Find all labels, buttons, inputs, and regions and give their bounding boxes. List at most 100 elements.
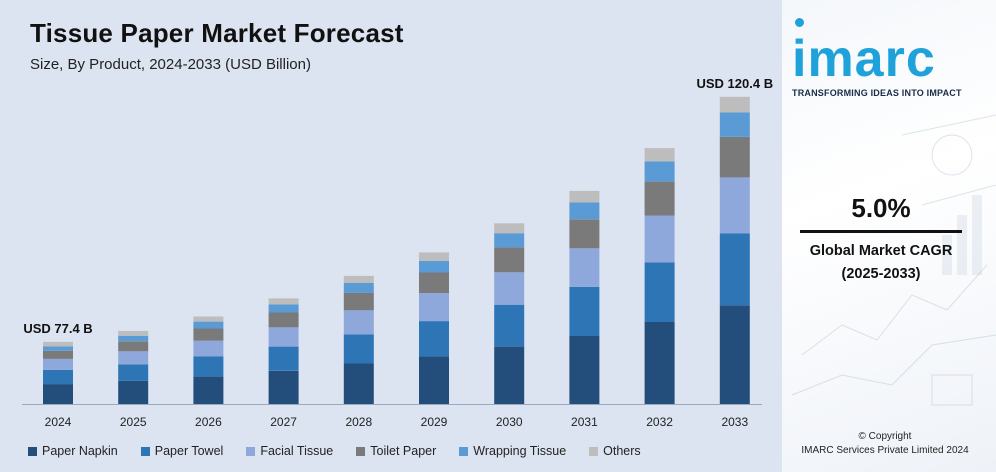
legend-item-toilet-paper: Toilet Paper <box>356 444 436 458</box>
cagr-label-line1: Global Market CAGR <box>809 243 953 259</box>
bar-segment-wrapping-tissue-2031 <box>569 202 600 220</box>
bars-layer <box>43 96 750 404</box>
legend-label: Paper Napkin <box>42 444 118 458</box>
x-tick-label: 2026 <box>195 415 222 429</box>
bar-segment-others-2033 <box>719 96 750 113</box>
x-tick-label: 2029 <box>421 415 448 429</box>
bar-segment-toilet-paper-2030 <box>494 247 525 273</box>
bar-segment-paper-towel-2027 <box>268 346 299 371</box>
bar-segment-paper-napkin-2030 <box>494 346 525 404</box>
bar-segment-wrapping-tissue-2030 <box>494 233 525 248</box>
bar-segment-others-2032 <box>644 148 675 162</box>
bar-segment-wrapping-tissue-2028 <box>343 283 374 293</box>
bar-segment-paper-towel-2028 <box>343 334 374 364</box>
logo-dot-icon <box>795 18 804 27</box>
bar-segment-paper-towel-2029 <box>419 321 449 357</box>
bar-segment-paper-towel-2025 <box>118 364 149 381</box>
legend-swatch <box>28 446 37 456</box>
legend-item-facial-tissue: Facial Tissue <box>246 444 333 458</box>
bar-segment-paper-napkin-2031 <box>569 335 600 404</box>
bar-segment-facial-tissue-2032 <box>644 215 675 263</box>
bar-segment-facial-tissue-2026 <box>193 340 224 357</box>
legend-label: Paper Towel <box>154 444 224 458</box>
bar-segment-facial-tissue-2027 <box>268 327 299 347</box>
copyright-line2: IMARC Services Private Limited 2024 <box>801 445 969 456</box>
bar-segment-facial-tissue-2033 <box>719 177 750 234</box>
bar-segment-paper-towel-2032 <box>644 262 675 322</box>
chart-subtitle: Size, By Product, 2024-2033 (USD Billion… <box>30 56 311 73</box>
legend-item-paper-towel: Paper Towel <box>140 444 224 458</box>
data-labels: USD 77.4 B USD 120.4 B <box>23 76 773 336</box>
bar-segment-others-2028 <box>343 275 374 283</box>
bar-segment-toilet-paper-2027 <box>268 312 299 328</box>
bar-segment-wrapping-tissue-2029 <box>419 260 449 273</box>
legend-label: Wrapping Tissue <box>473 444 567 458</box>
bar-segment-toilet-paper-2029 <box>419 272 449 294</box>
legend: Paper Napkin Paper Towel Facial Tissue Toil… <box>28 443 664 459</box>
x-tick-label: 2030 <box>496 415 523 429</box>
copyright-line1: © Copyright <box>858 431 912 442</box>
bar-segment-paper-napkin-2025 <box>118 380 149 404</box>
bar-segment-facial-tissue-2030 <box>494 272 525 305</box>
bar-segment-toilet-paper-2026 <box>193 328 224 341</box>
brand-logo: imarc TRANSFORMING IDEAS INTO IMPACT <box>792 30 982 98</box>
brand-panel <box>782 0 996 472</box>
bar-segment-facial-tissue-2031 <box>569 248 600 287</box>
bar-segment-facial-tissue-2024 <box>43 358 73 370</box>
logo-wordmark: imarc <box>792 30 936 88</box>
bar-segment-toilet-paper-2031 <box>569 219 600 249</box>
legend-item-others: Others <box>589 444 641 458</box>
cagr-divider <box>800 230 962 233</box>
bar-segment-toilet-paper-2032 <box>644 181 675 216</box>
bar-segment-toilet-paper-2028 <box>343 292 374 311</box>
chart-title: Tissue Paper Market Forecast <box>30 18 404 48</box>
bar-segment-paper-towel-2026 <box>193 356 224 377</box>
bar-segment-wrapping-tissue-2024 <box>43 346 73 351</box>
bar-segment-paper-napkin-2033 <box>719 305 750 404</box>
bar-segment-others-2031 <box>569 190 600 203</box>
bar-segment-facial-tissue-2025 <box>118 351 149 365</box>
x-tick-label: 2027 <box>270 415 297 429</box>
bar-segment-paper-napkin-2027 <box>268 370 299 404</box>
cagr-label-line2: (2025-2033) <box>841 266 921 282</box>
bar-segment-paper-napkin-2028 <box>343 363 374 404</box>
cagr-value: 5.0% <box>851 193 911 223</box>
x-tick-labels: 2024 2025 2026 2027 2028 2029 2030 2031 2032 2033 <box>45 415 749 429</box>
bar-segment-wrapping-tissue-2027 <box>268 304 299 313</box>
data-label-2024: USD 77.4 B <box>23 321 92 336</box>
x-tick-label: 2033 <box>721 415 748 429</box>
cagr-label: Global Market CAGR (2025-2033) <box>790 240 972 286</box>
decorative-graph-icon <box>791 114 996 406</box>
bar-segment-facial-tissue-2028 <box>343 310 374 335</box>
copyright: © Copyright IMARC Services Private Limit… <box>790 430 980 458</box>
bar-segment-paper-towel-2030 <box>494 304 525 347</box>
bar-segment-wrapping-tissue-2033 <box>719 112 750 137</box>
legend-item-paper-napkin: Paper Napkin <box>28 444 118 458</box>
bar-segment-paper-napkin-2026 <box>193 376 224 404</box>
bar-segment-others-2030 <box>494 223 525 234</box>
bar-segment-paper-towel-2031 <box>569 286 600 336</box>
bar-segment-others-2026 <box>193 316 224 322</box>
bar-segment-wrapping-tissue-2025 <box>118 335 149 342</box>
bar-segment-others-2024 <box>43 341 73 347</box>
bar-segment-paper-napkin-2024 <box>43 384 73 404</box>
bar-segment-toilet-paper-2024 <box>43 350 73 359</box>
legend-item-wrapping-tissue: Wrapping Tissue <box>459 444 566 458</box>
x-tick-label: 2024 <box>45 415 72 429</box>
data-label-2033: USD 120.4 B <box>697 76 774 91</box>
bar-segment-paper-napkin-2032 <box>644 322 675 404</box>
legend-label: Toilet Paper <box>370 444 437 458</box>
x-tick-label: 2025 <box>120 415 147 429</box>
legend-swatch <box>140 446 150 456</box>
legend-swatch <box>589 446 599 456</box>
bar-segment-paper-napkin-2029 <box>419 356 449 404</box>
bar-segment-wrapping-tissue-2026 <box>193 321 224 329</box>
logo-tagline: TRANSFORMING IDEAS INTO IMPACT <box>792 88 962 98</box>
x-tick-label: 2031 <box>571 415 598 429</box>
x-tick-label: 2028 <box>345 415 372 429</box>
stacked-bar-chart: 2024 2025 2026 2027 2028 2029 2030 2031 2032 2033… <box>22 76 773 429</box>
legend-label: Facial Tissue <box>260 444 334 458</box>
bar-segment-wrapping-tissue-2032 <box>644 161 675 182</box>
bar-segment-toilet-paper-2033 <box>719 137 750 178</box>
